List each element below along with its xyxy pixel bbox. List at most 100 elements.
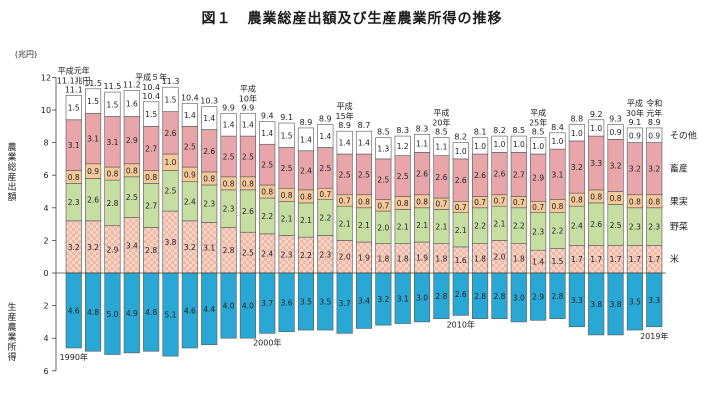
- segment-value-label: 2.1: [358, 221, 370, 230]
- segment-value-label: 0.7: [339, 196, 351, 205]
- total-value-label: 8.5: [532, 128, 545, 137]
- segment-value-label: 2.6: [242, 207, 254, 216]
- y-tick-label: 4: [43, 204, 48, 213]
- segment-value-label: 0.7: [319, 190, 331, 199]
- segment-value-label: 0.8: [281, 191, 293, 200]
- segment-value-label: 1.4: [532, 258, 544, 267]
- ylabel-bottom-char: 生: [7, 301, 16, 313]
- ylabel-top-char: 総: [7, 161, 16, 173]
- segment-value-label: 2.1: [397, 223, 409, 232]
- segment-value-label: 2.5: [184, 143, 196, 152]
- segment-value-label: 2.3: [223, 205, 235, 214]
- segment-value-label: 0.7: [513, 198, 525, 207]
- bar-segment-4: [239, 112, 256, 137]
- bar-segment-4: [646, 127, 663, 143]
- segment-value-label: 2.1: [300, 216, 312, 225]
- era-annotation: 平成５年: [135, 72, 167, 82]
- segment-value-label: 1.4: [300, 135, 312, 144]
- segment-value-label: 0.8: [648, 197, 660, 206]
- segment-value-label: 0.8: [145, 173, 157, 182]
- segment-value-label: 0.8: [629, 197, 641, 206]
- ylabel-top-char: 業: [7, 151, 16, 163]
- segment-value-label: 2.5: [358, 170, 370, 179]
- total-value-label: 8.9: [338, 121, 351, 130]
- y-tick-label: 2: [43, 302, 48, 311]
- bar-segment-4: [201, 106, 218, 130]
- segment-value-label: 0.8: [571, 196, 583, 205]
- total-value-label: 8.5: [512, 126, 525, 135]
- segment-value-label: 1.5: [165, 95, 177, 104]
- segment-value-label: 2.4: [261, 249, 273, 258]
- total-value-label: 8.9: [319, 115, 332, 124]
- segment-value-label: 2.6: [455, 176, 467, 185]
- income-value-label: 4.0: [223, 302, 235, 311]
- segment-value-label: 0.8: [106, 170, 118, 179]
- total-value-label: 9.9: [242, 103, 255, 112]
- segment-value-label: 1.8: [474, 254, 486, 263]
- segment-value-label: 0.8: [358, 197, 370, 206]
- ylabel-top-char: 農: [7, 141, 16, 153]
- income-value-label: 2.6: [455, 290, 467, 299]
- legend-label: 米: [670, 253, 679, 265]
- total-value-label: 8.9: [648, 118, 661, 127]
- segment-value-label: 2.5: [610, 221, 622, 230]
- segment-value-label: 0.8: [552, 202, 564, 211]
- segment-value-label: 3.2: [610, 161, 622, 170]
- segment-value-label: 1.0: [590, 124, 602, 133]
- income-value-label: 4.6: [184, 306, 196, 315]
- segment-value-label: 3.2: [87, 243, 99, 252]
- segment-value-label: 2.2: [261, 212, 273, 221]
- segment-value-label: 2.6: [474, 171, 486, 180]
- era-annotation: 平成: [433, 108, 449, 118]
- segment-value-label: 3.2: [68, 243, 80, 252]
- era-annotation: 15年: [336, 111, 354, 121]
- x-year-label: 2010年: [447, 319, 475, 329]
- segment-value-label: 0.9: [87, 167, 99, 176]
- segment-value-label: 1.4: [223, 121, 235, 130]
- segment-value-label: 1.1: [416, 139, 428, 148]
- segment-value-label: 2.5: [319, 164, 331, 173]
- segment-value-label: 2.4: [571, 222, 583, 231]
- ylabel-bottom-char: 産: [7, 311, 16, 323]
- bar-segment-4: [568, 124, 585, 142]
- segment-value-label: 2.5: [397, 172, 409, 181]
- segment-value-label: 1.0: [571, 129, 583, 138]
- total-value-label: 10.4: [181, 93, 199, 102]
- bar-segment-4: [355, 130, 373, 155]
- segment-value-label: 2.8: [223, 246, 235, 255]
- income-value-label: 2.9: [532, 293, 544, 302]
- segment-value-label: 2.7: [145, 144, 157, 153]
- segment-value-label: 2.2: [319, 214, 331, 223]
- segment-value-label: 1.0: [455, 147, 467, 156]
- segment-value-label: 1.4: [358, 139, 370, 148]
- total-value-label: 11.5: [104, 82, 122, 91]
- bar-segment-4: [65, 95, 82, 121]
- segment-value-label: 2.5: [242, 152, 254, 161]
- segment-value-label: 1.1: [435, 143, 447, 152]
- segment-value-label: 2.4: [184, 197, 196, 206]
- chart-title: 図１ 農業総産出額及び生産農業所得の推移: [0, 8, 720, 28]
- bar-segment-4: [85, 88, 102, 114]
- total-value-label: 8.5: [435, 128, 448, 137]
- total-value-label: 8.8: [570, 115, 583, 124]
- y-tick-label: 0: [43, 269, 48, 278]
- era-annotation: 10.4: [142, 83, 160, 92]
- segment-value-label: 2.6: [590, 220, 602, 229]
- segment-value-label: 1.8: [435, 254, 447, 263]
- segment-value-label: 1.8: [397, 254, 409, 263]
- era-annotation: 平成: [530, 108, 546, 118]
- segment-value-label: 2.5: [261, 161, 273, 170]
- segment-value-label: 0.7: [435, 200, 447, 209]
- era-annotation: 10年: [239, 93, 257, 103]
- total-value-label: 8.1: [474, 128, 487, 137]
- bar-segment-4: [123, 90, 140, 117]
- segment-value-label: 2.3: [281, 250, 293, 259]
- ylabel-bottom-char: 業: [7, 331, 16, 343]
- segment-value-label: 0.8: [261, 188, 273, 197]
- segment-value-label: 0.9: [184, 170, 196, 179]
- y-unit-label: (兆円): [15, 49, 37, 59]
- era-annotation: 平成: [337, 101, 353, 111]
- segment-value-label: 2.8: [106, 199, 118, 208]
- income-value-label: 3.1: [397, 294, 409, 303]
- segment-value-label: 0.9: [610, 128, 622, 137]
